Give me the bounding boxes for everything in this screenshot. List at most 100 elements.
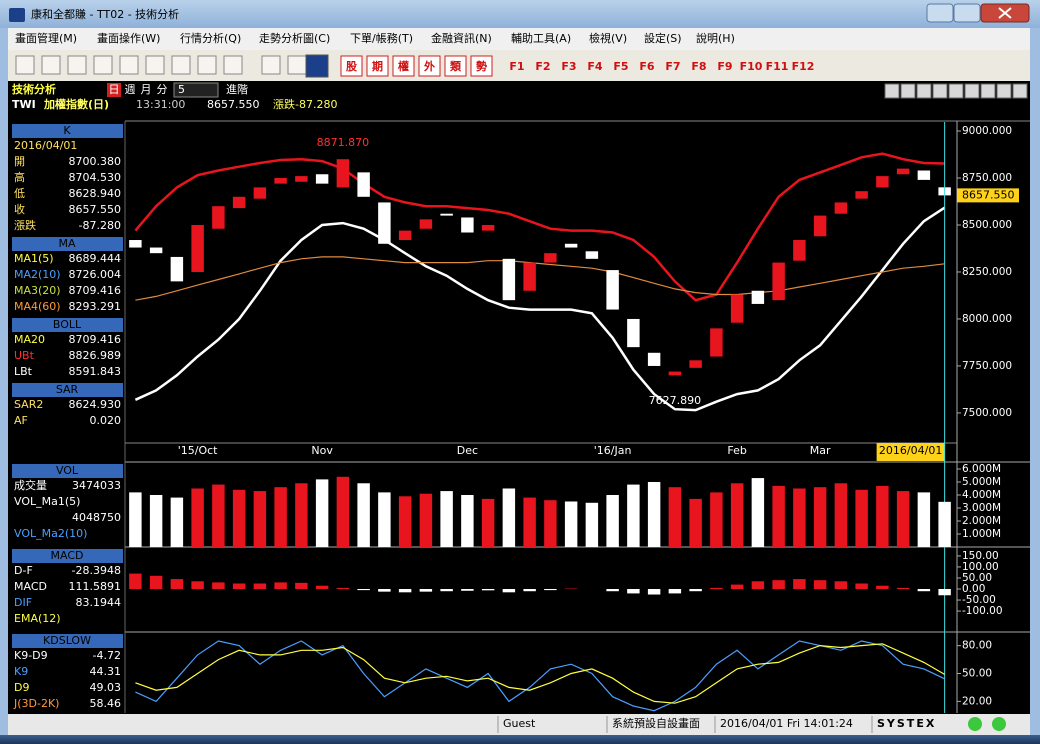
function-key[interactable]: F9 (717, 60, 732, 73)
quick-button[interactable] (444, 55, 467, 77)
tool-button[interactable] (197, 55, 217, 75)
tool-button[interactable] (261, 55, 281, 75)
interval-dropdown[interactable] (173, 82, 219, 98)
indicator-label: 成交量 (14, 478, 47, 492)
bar (689, 498, 702, 547)
candle (440, 213, 453, 216)
interval-value: 5 (178, 83, 185, 96)
quick-button[interactable] (392, 55, 415, 77)
tool-button[interactable] (119, 55, 139, 75)
function-key[interactable]: F5 (613, 60, 628, 73)
minimize-button[interactable] (926, 3, 954, 23)
tool-button[interactable] (67, 55, 87, 75)
quick-button-label: 股 (346, 60, 358, 73)
candle (295, 176, 308, 182)
chart-tool[interactable] (948, 83, 964, 99)
quick-button[interactable] (340, 55, 363, 77)
menu-item[interactable]: 設定(S) (644, 31, 682, 45)
quote-price: 8657.550 (207, 98, 260, 111)
bar (606, 589, 619, 592)
function-key[interactable]: F12 (792, 60, 815, 73)
candle (315, 174, 329, 184)
menu-item[interactable]: 走勢分析圖(C) (259, 31, 330, 45)
tool-button[interactable] (287, 55, 307, 75)
chart-tool[interactable] (996, 83, 1012, 99)
menu-item[interactable]: 畫面操作(W) (97, 31, 160, 45)
tool-button[interactable] (93, 55, 113, 75)
function-key[interactable]: F8 (691, 60, 706, 73)
indicator-header (12, 464, 123, 478)
function-key[interactable]: F10 (740, 60, 763, 73)
candle (253, 187, 267, 199)
function-key[interactable]: F4 (587, 60, 603, 73)
candle (523, 262, 536, 291)
function-key[interactable]: F2 (535, 60, 550, 73)
chart-tool[interactable] (964, 83, 980, 99)
candle (232, 196, 246, 209)
indicator-title: MACD (51, 549, 84, 562)
tool-button[interactable] (171, 55, 191, 75)
menu-item[interactable]: 金融資訊(N) (431, 31, 492, 45)
bar (564, 501, 578, 547)
indicator-value: 8709.416 (69, 284, 122, 297)
indicator-title: BOLL (53, 318, 82, 331)
chart-tool[interactable] (900, 83, 916, 99)
function-key[interactable]: F1 (509, 60, 524, 73)
indicator-label: VOL_Ma2(10) (14, 527, 87, 540)
chart-tool[interactable] (1012, 83, 1028, 99)
period-button[interactable]: 月 (141, 83, 152, 96)
candle (357, 172, 370, 197)
function-key[interactable]: F11 (766, 60, 789, 73)
symbol: TWI (12, 98, 36, 111)
app-icon (9, 8, 25, 22)
tool-button[interactable] (305, 54, 329, 78)
chart-tool[interactable] (932, 83, 948, 99)
candle (855, 191, 868, 199)
tool-button[interactable] (41, 55, 61, 75)
bar (917, 589, 931, 592)
quick-button[interactable] (470, 55, 493, 77)
menu-item[interactable]: 說明(H) (696, 31, 735, 45)
menu-item[interactable]: 行情分析(Q) (180, 31, 241, 45)
tool-button[interactable] (145, 55, 165, 75)
tool-button[interactable] (223, 55, 243, 75)
chart-tool[interactable] (916, 83, 932, 99)
bar (461, 589, 474, 591)
bar (295, 582, 308, 590)
period-button[interactable]: 分 (157, 83, 168, 96)
indicator-value: 8293.291 (69, 300, 122, 313)
bar (689, 589, 702, 592)
chart-tool[interactable] (980, 83, 996, 99)
function-key[interactable]: F3 (561, 60, 576, 73)
status-datetime: 2016/04/01 Fri 14:01:24 (720, 717, 853, 730)
chart-tool[interactable] (884, 83, 900, 99)
function-key[interactable]: F6 (639, 60, 655, 73)
y-tick-label: 8000.000 (962, 313, 1012, 325)
advanced-button[interactable]: 進階 (226, 82, 248, 96)
quick-button[interactable] (366, 55, 389, 77)
bar (378, 492, 391, 547)
quick-button[interactable] (418, 55, 441, 77)
menu-item[interactable]: 下單/帳務(T) (350, 31, 413, 45)
maximize-button[interactable] (953, 3, 981, 23)
bar (772, 485, 785, 547)
y-tick-label: -50.00 (962, 594, 996, 606)
tool-button[interactable] (15, 55, 35, 75)
period-button[interactable]: 週 (125, 83, 136, 96)
bar (606, 494, 619, 547)
status-light (968, 717, 982, 731)
indicator-value: 44.31 (90, 665, 122, 678)
bar (502, 488, 516, 547)
indicator-label: DIF (14, 596, 32, 609)
bar (523, 589, 536, 592)
bar (938, 589, 951, 596)
candle (730, 294, 744, 323)
indicator-label: EMA(12) (14, 612, 61, 625)
menu-item[interactable]: 輔助工具(A) (511, 31, 571, 45)
function-key[interactable]: F7 (665, 60, 680, 73)
menu-item[interactable]: 畫面管理(M) (15, 31, 77, 45)
menu-item[interactable]: 檢視(V) (589, 31, 627, 45)
period-button[interactable]: 日 (109, 83, 120, 96)
indicator-value: 0.020 (90, 414, 122, 427)
